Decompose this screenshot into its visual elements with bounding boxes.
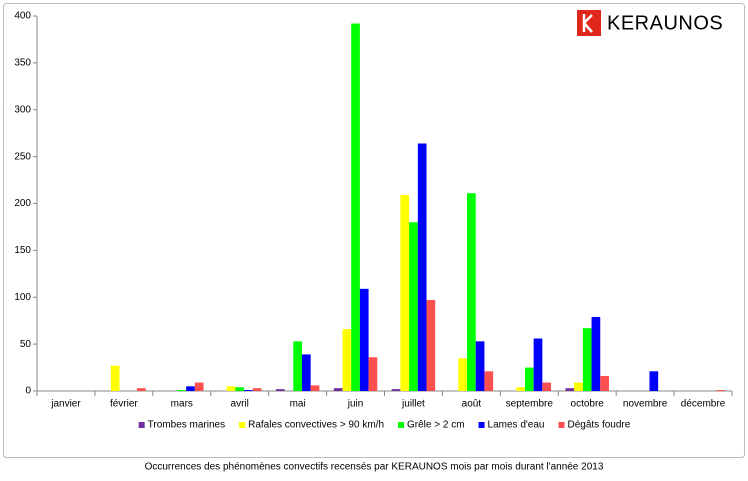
x-tick-label: janvier xyxy=(50,399,81,410)
legend-swatch xyxy=(239,422,246,428)
bar xyxy=(368,357,378,391)
x-tick-label: février xyxy=(110,399,138,410)
x-tick-label: juin xyxy=(347,399,364,410)
legend-swatch xyxy=(558,422,565,428)
bar xyxy=(649,371,659,391)
bar xyxy=(542,382,552,391)
legend-swatch xyxy=(138,422,145,428)
bar xyxy=(591,316,601,391)
legend-label: Lames d'eau xyxy=(488,420,545,431)
bar xyxy=(359,288,369,391)
bar xyxy=(110,365,120,391)
bar xyxy=(533,338,543,391)
bar xyxy=(235,387,245,391)
bar xyxy=(484,371,494,391)
bar xyxy=(136,388,146,391)
bar xyxy=(400,195,410,391)
bar xyxy=(600,376,609,391)
bar xyxy=(467,193,476,391)
legend-swatch xyxy=(478,422,485,428)
y-tick-label: 350 xyxy=(14,58,31,69)
bar xyxy=(293,341,302,391)
logo: KERAUNOS xyxy=(577,10,723,36)
legend-label: Dégâts foudre xyxy=(568,420,631,431)
bar xyxy=(226,386,236,391)
chart-frame xyxy=(3,3,745,458)
bar xyxy=(186,386,195,391)
bar xyxy=(310,385,320,391)
bar xyxy=(475,341,485,391)
x-tick-label: décembre xyxy=(681,399,726,410)
legend-swatch xyxy=(398,422,405,428)
bar xyxy=(524,367,534,391)
bar xyxy=(194,382,204,391)
bar xyxy=(177,390,187,391)
bar xyxy=(565,388,575,391)
logo-icon xyxy=(577,10,601,36)
bar xyxy=(716,390,725,391)
bar xyxy=(252,388,262,391)
x-tick-label: novembre xyxy=(623,399,668,410)
logo-glyph xyxy=(582,14,593,33)
bar xyxy=(244,390,253,391)
legend-label: Trombes marines xyxy=(148,420,225,431)
bar xyxy=(342,329,352,391)
y-tick-label: 400 xyxy=(14,11,31,22)
bar xyxy=(409,222,418,391)
caption: Occurrences des phénomènes convectifs re… xyxy=(145,462,604,473)
x-tick-label: septembre xyxy=(506,399,554,410)
x-tick-label: avril xyxy=(231,399,249,410)
legend-label: Rafales convectives > 90 km/h xyxy=(248,420,384,431)
bar xyxy=(417,143,427,391)
bar xyxy=(351,23,360,391)
y-tick-label: 200 xyxy=(14,198,31,209)
x-tick-label: octobre xyxy=(571,399,605,410)
y-tick-label: 50 xyxy=(20,339,32,350)
x-tick-label: mai xyxy=(290,399,306,410)
x-tick-label: juillet xyxy=(401,399,425,410)
bar xyxy=(458,358,468,391)
y-tick-label: 0 xyxy=(25,386,31,397)
bar xyxy=(574,382,583,391)
bar xyxy=(301,354,311,391)
y-tick-label: 300 xyxy=(14,104,31,115)
bar xyxy=(275,389,285,391)
y-tick-label: 150 xyxy=(14,245,31,256)
legend-label: Grêle > 2 cm xyxy=(407,420,465,431)
bar xyxy=(516,387,525,391)
bar xyxy=(426,300,436,391)
x-tick-label: août xyxy=(462,399,482,410)
logo-text: KERAUNOS xyxy=(607,12,723,34)
bar xyxy=(333,388,343,391)
y-tick-label: 100 xyxy=(14,292,31,303)
bar xyxy=(391,389,401,391)
y-tick-label: 250 xyxy=(14,151,31,162)
x-tick-label: mars xyxy=(171,399,193,410)
bar xyxy=(582,328,592,391)
